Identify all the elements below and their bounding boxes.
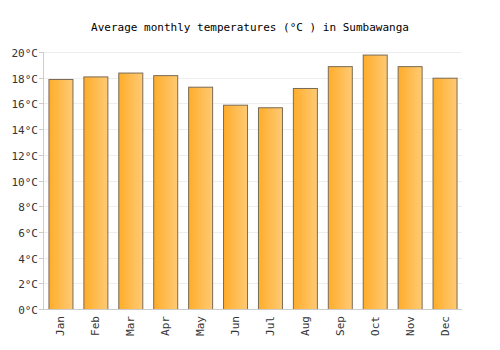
x-tick-label: Oct bbox=[369, 316, 382, 336]
x-tick-label: Nov bbox=[404, 316, 417, 336]
y-tick-label: 6°C bbox=[18, 227, 38, 240]
x-tick-label: Sep bbox=[334, 316, 347, 336]
y-tick-label: 4°C bbox=[18, 253, 38, 266]
y-tick bbox=[39, 206, 43, 207]
bar bbox=[49, 79, 73, 309]
bar bbox=[293, 88, 317, 309]
title: Average monthly temperatures (°C ) in Su… bbox=[91, 21, 409, 34]
x-tick-label: Dec bbox=[439, 316, 452, 336]
y-tick-label: 12°C bbox=[12, 150, 39, 163]
x-tick-label: May bbox=[194, 316, 207, 336]
x-tick-label: Jan bbox=[54, 316, 67, 336]
bar bbox=[398, 67, 422, 309]
grid bbox=[39, 53, 462, 310]
bars bbox=[49, 55, 457, 309]
bar bbox=[363, 55, 387, 309]
bar bbox=[224, 105, 248, 309]
x-tick-label: Jun bbox=[229, 316, 242, 336]
x-tick-label: Jul bbox=[264, 316, 277, 336]
y-tick bbox=[39, 78, 43, 79]
bar bbox=[433, 78, 457, 309]
y-tick bbox=[39, 232, 43, 233]
y-tick bbox=[39, 155, 43, 156]
y-tick-label: 20°C bbox=[12, 47, 39, 60]
bar bbox=[154, 76, 178, 309]
x-axis bbox=[43, 309, 462, 310]
y-tick bbox=[39, 129, 43, 130]
bar bbox=[119, 73, 143, 309]
bar bbox=[84, 77, 108, 309]
y-tick-label: 14°C bbox=[12, 124, 39, 137]
bar bbox=[328, 67, 352, 309]
y-axis bbox=[43, 52, 44, 309]
y-tick-label: 8°C bbox=[18, 201, 38, 214]
bar bbox=[258, 108, 282, 309]
x-tick-label: Aug bbox=[299, 316, 312, 336]
y-tick-label: 2°C bbox=[18, 278, 38, 291]
chart-svg: Average monthly temperatures (°C ) in Su… bbox=[0, 0, 500, 350]
x-tick-label: Feb bbox=[89, 316, 102, 336]
y-tick bbox=[39, 309, 43, 310]
y-tick bbox=[39, 258, 43, 259]
chart-container: Average monthly temperatures (°C ) in Su… bbox=[0, 0, 500, 350]
x-tick-label: Apr bbox=[159, 316, 172, 336]
y-tick bbox=[39, 103, 43, 104]
y-tick-label: 10°C bbox=[12, 176, 39, 189]
bar bbox=[189, 87, 213, 309]
x-tick-label: Mar bbox=[124, 316, 137, 336]
y-tick-label: 0°C bbox=[18, 304, 38, 317]
y-tick bbox=[39, 52, 43, 53]
y-tick-label: 18°C bbox=[12, 73, 39, 86]
y-tick bbox=[39, 181, 43, 182]
y-tick-label: 16°C bbox=[12, 98, 39, 111]
grid-line bbox=[43, 52, 462, 53]
y-tick bbox=[39, 283, 43, 284]
grid-line bbox=[43, 309, 462, 310]
